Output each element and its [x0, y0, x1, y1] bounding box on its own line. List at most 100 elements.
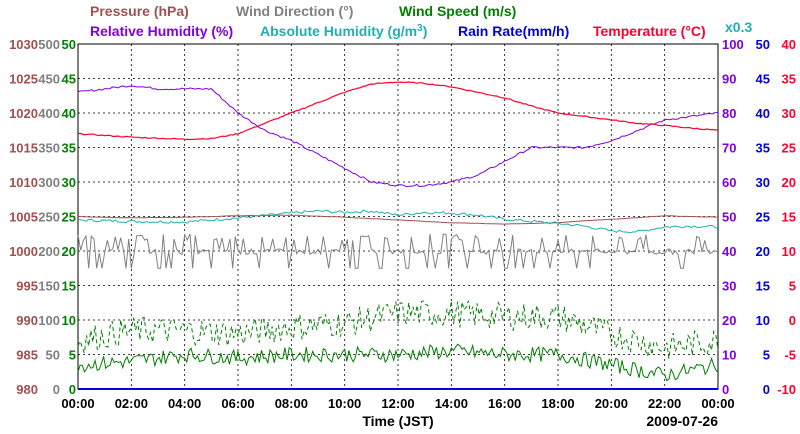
x-tick-label: 22:00	[648, 396, 681, 411]
series-wind-direction	[77, 233, 719, 269]
tick-label-humidity: 20	[722, 313, 736, 328]
tick-label-humidity: 40	[722, 244, 736, 259]
tick-label-pressure: 990	[16, 313, 38, 328]
tick-label-rain: 5	[763, 348, 770, 363]
tick-label-wind-speed: 50	[62, 37, 76, 52]
tick-label-rain: 50	[756, 37, 770, 52]
tick-label-wind-dir: 250	[38, 210, 60, 225]
legend-wind-direction: Wind Direction (°)	[236, 3, 353, 19]
tick-label-wind-dir: 200	[38, 244, 60, 259]
tick-label-rain: 35	[756, 141, 770, 156]
tick-label-rain: 10	[756, 313, 770, 328]
x-tick-label: 16:00	[488, 396, 521, 411]
left-axes: 9809859909951000100510101015102010251030…	[9, 37, 76, 397]
tick-label-rain: 25	[756, 210, 770, 225]
tick-label-pressure: 1020	[9, 106, 38, 121]
tick-label-temperature: 35	[782, 72, 796, 87]
x-tick-label: 12:00	[381, 396, 414, 411]
tick-label-wind-dir: 400	[38, 106, 60, 121]
tick-label-humidity: 60	[722, 175, 736, 190]
legend-temperature: Temperature (°C)	[593, 23, 706, 39]
x-tick-label: 00:00	[61, 396, 94, 411]
tick-label-wind-dir: 50	[46, 348, 60, 363]
tick-label-wind-speed: 30	[62, 175, 76, 190]
tick-label-temperature: 10	[782, 244, 796, 259]
series-wind-speed-gust	[77, 300, 719, 359]
x-tick-label: 14:00	[435, 396, 468, 411]
tick-label-temperature: 15	[782, 210, 796, 225]
tick-label-humidity: 100	[722, 37, 744, 52]
series-relative-humidity	[77, 85, 719, 188]
tick-label-pressure: 1030	[9, 37, 38, 52]
legend-pressure: Pressure (hPa)	[90, 3, 189, 19]
tick-label-rain: 0	[763, 382, 770, 397]
tick-label-rain: 45	[756, 72, 770, 87]
tick-label-temperature: 30	[782, 106, 796, 121]
tick-label-wind-speed: 45	[62, 72, 76, 87]
tick-label-pressure: 1015	[9, 141, 38, 156]
x-tick-label: 00:00	[701, 396, 734, 411]
legend-wind-speed: Wind Speed (m/s)	[399, 3, 516, 19]
tick-label-wind-speed: 0	[69, 382, 76, 397]
tick-label-rain: 15	[756, 279, 770, 294]
tick-label-wind-speed: 25	[62, 210, 76, 225]
legend-absolute-humidity: Absolute Humidity (g/m3)	[260, 23, 427, 39]
tick-label-wind-speed: 5	[69, 348, 76, 363]
tick-label-humidity: 70	[722, 141, 736, 156]
legend-absolute-humidity-close: )	[423, 23, 428, 39]
tick-label-wind-dir: 500	[38, 37, 60, 52]
tick-label-temperature: 5	[789, 279, 796, 294]
tick-label-humidity: 90	[722, 72, 736, 87]
legend-absolute-humidity-superscript: 3	[417, 23, 423, 34]
tick-label-pressure: 1005	[9, 210, 38, 225]
grid	[78, 44, 718, 389]
tick-label-temperature: -10	[777, 382, 796, 397]
tick-label-temperature: 20	[782, 175, 796, 190]
series-temperature	[77, 81, 719, 141]
tick-label-pressure: 1010	[9, 175, 38, 190]
legend-rain-scale: x0.3	[725, 19, 752, 35]
tick-label-wind-speed: 15	[62, 279, 76, 294]
tick-label-pressure: 1025	[9, 72, 38, 87]
tick-label-humidity: 50	[722, 210, 736, 225]
tick-label-temperature: 40	[782, 37, 796, 52]
tick-label-pressure: 1000	[9, 244, 38, 259]
tick-label-wind-dir: 150	[38, 279, 60, 294]
tick-label-temperature: 25	[782, 141, 796, 156]
tick-label-wind-dir: 100	[38, 313, 60, 328]
tick-label-humidity: 30	[722, 279, 736, 294]
tick-label-temperature: -5	[784, 348, 796, 363]
legend-relative-humidity: Relative Humidity (%)	[90, 23, 233, 39]
tick-label-pressure: 995	[16, 279, 38, 294]
tick-label-wind-speed: 35	[62, 141, 76, 156]
series-absolute-humidity	[77, 209, 719, 234]
series-pressure	[77, 214, 719, 225]
tick-label-wind-speed: 40	[62, 106, 76, 121]
tick-label-rain: 30	[756, 175, 770, 190]
tick-label-wind-speed: 20	[62, 244, 76, 259]
tick-label-wind-dir: 0	[53, 382, 60, 397]
tick-label-rain: 40	[756, 106, 770, 121]
tick-label-humidity: 0	[722, 382, 729, 397]
tick-label-rain: 20	[756, 244, 770, 259]
legend-absolute-humidity-text: Absolute Humidity (g/m	[260, 23, 417, 39]
x-tick-label: 10:00	[328, 396, 361, 411]
x-tick-label: 04:00	[168, 396, 201, 411]
x-axis: 00:00 02:00 04:00 06:00 08:00 10:00 12:00 14:00…	[61, 388, 735, 411]
x-tick-label: 06:00	[221, 396, 254, 411]
legend-rain-rate: Rain Rate(mm/h)	[458, 23, 569, 39]
date-label: 2009-07-26	[646, 413, 718, 429]
x-axis-label: Time (JST)	[362, 413, 433, 429]
series-wind-speed-mean	[77, 343, 719, 382]
series-layer	[77, 81, 719, 382]
right-axes: 0 10 20 30 40 50 60 70 80 90 100 0 5 10 15 20 25 30 35 40 45…	[722, 37, 796, 397]
x-tick-label: 18:00	[541, 396, 574, 411]
tick-label-wind-dir: 300	[38, 175, 60, 190]
x-tick-label: 08:00	[275, 396, 308, 411]
tick-label-humidity: 80	[722, 106, 736, 121]
tick-label-wind-dir: 350	[38, 141, 60, 156]
x-tick-label: 02:00	[115, 396, 148, 411]
tick-label-pressure: 980	[16, 382, 38, 397]
tick-label-wind-speed: 10	[62, 313, 76, 328]
